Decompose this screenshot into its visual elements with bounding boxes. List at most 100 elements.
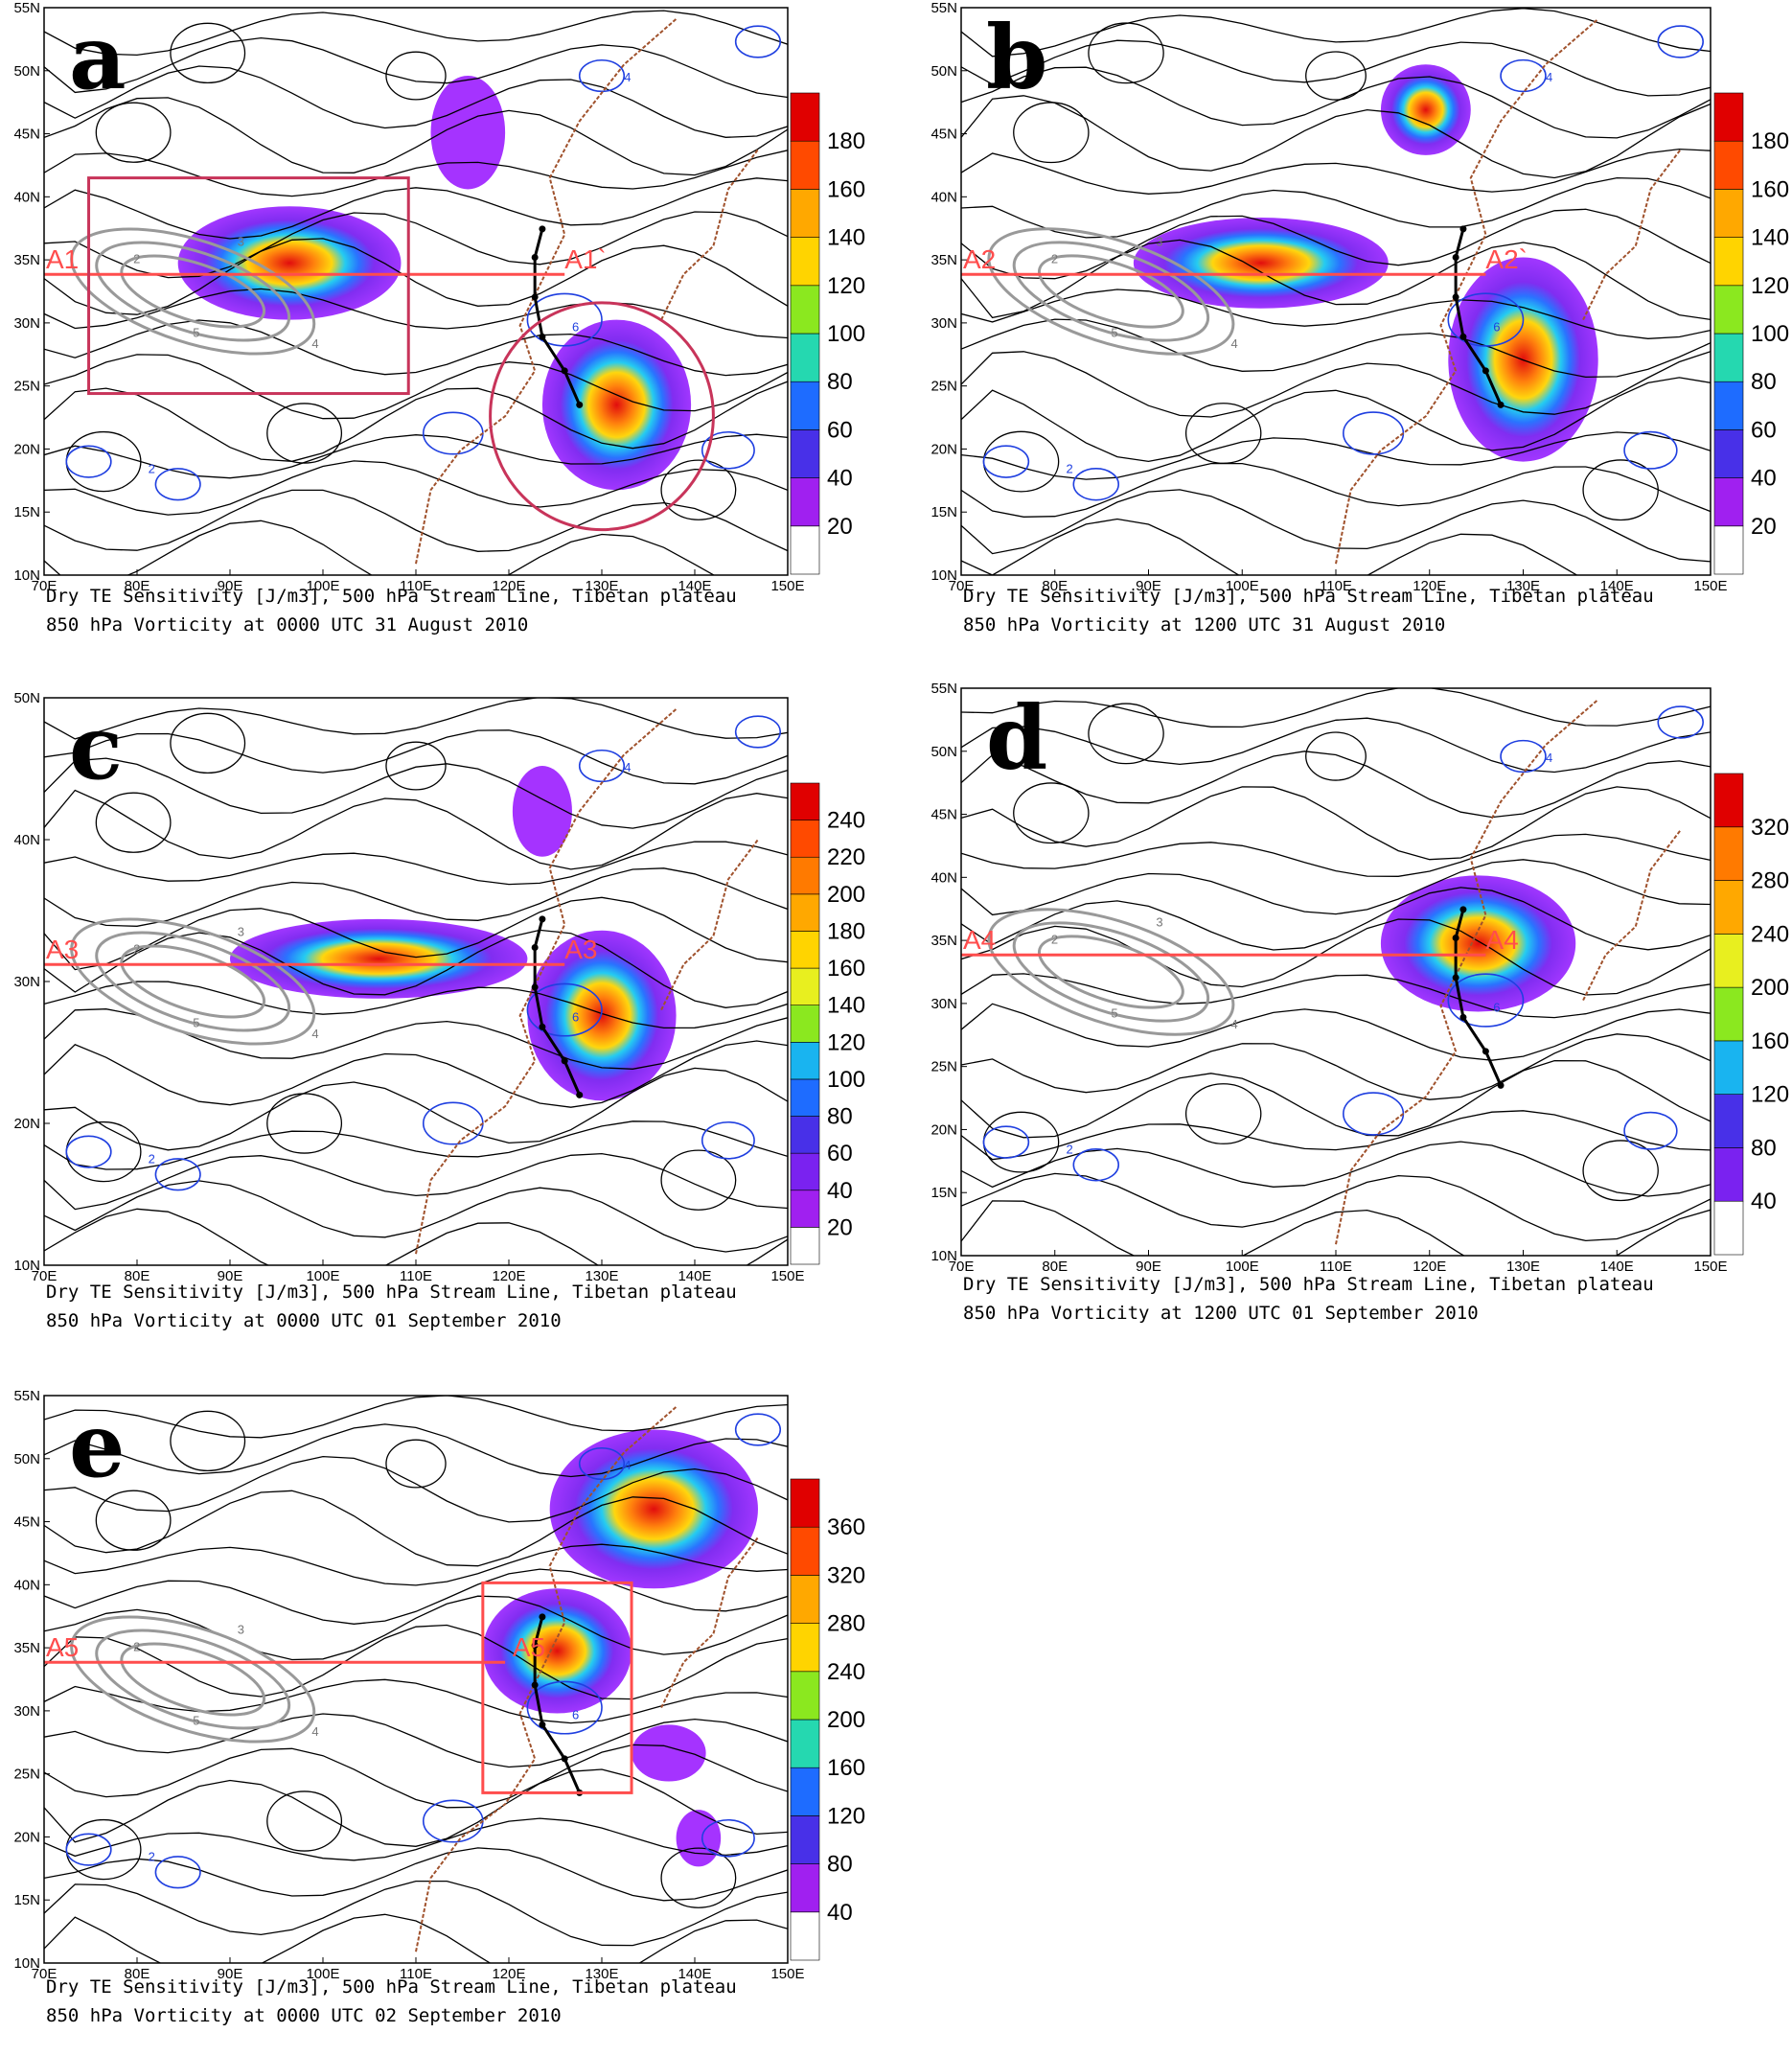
- plateau-label: 2: [133, 251, 140, 266]
- colorbar-label: 320: [1751, 815, 1789, 841]
- streamline: [44, 1847, 788, 1902]
- vorticity-contour: [526, 1680, 603, 1735]
- streamline: [44, 1455, 788, 1523]
- vorticity-contour: [1072, 468, 1120, 501]
- colorbar-label: 40: [827, 466, 853, 492]
- lon-tick-label: 120E: [492, 1268, 525, 1284]
- colorbar-box: [790, 1863, 820, 1913]
- colorbar-label: 160: [1751, 176, 1789, 202]
- lat-tick-label: 55N: [13, 0, 40, 16]
- track-point: [539, 1721, 546, 1728]
- map-panel-d: 2 4 6 2 3 4 5 70E 80E 90E 100E 110E 120E 130E 140E 150E…: [930, 681, 1789, 1324]
- typhoon-track: [533, 918, 582, 1097]
- vorticity-contour: [701, 1120, 755, 1160]
- lat-tick-label: 25N: [930, 379, 957, 395]
- vorticity-contour: [1343, 411, 1405, 455]
- colorbar-label: 60: [827, 417, 853, 443]
- streamline-eddy: [65, 430, 142, 493]
- streamline-eddy: [1013, 782, 1090, 844]
- vorticity-label: 4: [624, 1458, 631, 1472]
- lon-tick-label: 140E: [1600, 1259, 1634, 1275]
- caption-line-1: Dry TE Sensitivity [J/m3], 500 hPa Strea…: [46, 1282, 737, 1303]
- plateau-label: 3: [1156, 235, 1162, 249]
- lon-tick-label: 80E: [125, 1966, 150, 1982]
- track-point: [576, 401, 584, 408]
- lon-tick-label: 70E: [949, 578, 975, 594]
- colorbar-box: [790, 189, 820, 238]
- caption-line-1: Dry TE Sensitivity [J/m3], 500 hPa Strea…: [46, 586, 737, 607]
- lon-tick-label: 130E: [1506, 1259, 1540, 1275]
- streamline-eddy: [660, 1847, 737, 1908]
- colorbar-label: 200: [827, 1707, 865, 1733]
- lat-tick-label: 15N: [13, 1892, 40, 1908]
- panel-letter: d: [986, 686, 1047, 790]
- colorbar-box: [1713, 477, 1744, 527]
- streamline: [961, 318, 1711, 379]
- streamline: [961, 39, 1711, 97]
- streamline: [44, 1713, 788, 1768]
- streamline: [44, 36, 788, 99]
- vorticity-contour: [526, 982, 603, 1037]
- colorbar-box: [1713, 189, 1744, 238]
- lon-tick-label: 140E: [678, 1268, 711, 1284]
- streamline: [44, 150, 788, 197]
- lat-tick-label: 30N: [13, 974, 40, 990]
- vorticity-contour: [578, 749, 626, 783]
- lon-tick-label: 130E: [585, 578, 618, 594]
- colorbar-box: [790, 967, 820, 1005]
- colorbar-box: [1713, 1040, 1744, 1095]
- plateau-label: 4: [311, 1027, 318, 1041]
- vorticity-contour: [422, 1101, 484, 1145]
- panel-letter: a: [69, 6, 126, 109]
- lat-tick-label: 50N: [13, 63, 40, 80]
- colorbar-box: [790, 820, 820, 858]
- lon-tick-label: 80E: [1042, 578, 1068, 594]
- streamline: [44, 1180, 788, 1253]
- track-point: [539, 333, 546, 340]
- colorbar-box: [1713, 986, 1744, 1042]
- track-point: [539, 1023, 546, 1030]
- lat-tick-label: 55N: [13, 1388, 40, 1404]
- plateau-label: 3: [238, 235, 244, 249]
- plateau-label: 5: [193, 325, 199, 339]
- caption-line-2: 850 hPa Vorticity at 1200 UTC 31 August …: [963, 614, 1445, 635]
- map-area: [961, 688, 1711, 1256]
- lat-tick-label: 10N: [13, 1955, 40, 1972]
- colorbar-box: [1713, 381, 1744, 430]
- plateau-label: 4: [311, 1724, 318, 1739]
- vorticity-contour: [65, 445, 112, 478]
- lon-tick-label: 130E: [585, 1966, 618, 1982]
- colorbar-label: 80: [827, 369, 853, 395]
- track-point: [561, 1755, 568, 1763]
- streamline-eddy: [660, 1149, 737, 1211]
- vorticity-label: 2: [1066, 461, 1072, 475]
- lat-tick-label: 35N: [930, 933, 957, 949]
- colorbar-label: 60: [1751, 417, 1777, 443]
- lon-tick-label: 100E: [1226, 1259, 1259, 1275]
- colorbar-box: [790, 237, 820, 287]
- streamline-eddy: [1088, 22, 1164, 84]
- vorticity-label: 6: [1493, 319, 1500, 334]
- streamline: [961, 859, 1711, 916]
- colorbar-box: [790, 1116, 820, 1154]
- vorticity-contour: [1657, 25, 1704, 58]
- track-point: [1459, 1013, 1467, 1021]
- plateau-label: 5: [1111, 1005, 1117, 1020]
- streamline: [961, 973, 1711, 1019]
- colorbar-box: [790, 1042, 820, 1080]
- lat-tick-label: 40N: [13, 189, 40, 205]
- streamline-eddy: [1184, 1083, 1262, 1144]
- lon-tick-label: 110E: [1320, 578, 1352, 594]
- colorbar-label: 240: [827, 808, 865, 834]
- te-sensitivity-shading: [230, 918, 528, 999]
- colorbar-box: [790, 429, 820, 478]
- colorbar-label: 100: [827, 321, 865, 347]
- section-label-right: A1`: [564, 244, 607, 274]
- track-point: [531, 1641, 539, 1649]
- vorticity-contour: [422, 411, 484, 455]
- te-sensitivity-shading: [549, 1429, 758, 1589]
- streamline-eddy: [1305, 51, 1367, 101]
- lon-tick-label: 70E: [32, 1966, 57, 1982]
- streamline-eddy: [660, 459, 737, 520]
- lat-tick-label: 25N: [930, 1059, 957, 1075]
